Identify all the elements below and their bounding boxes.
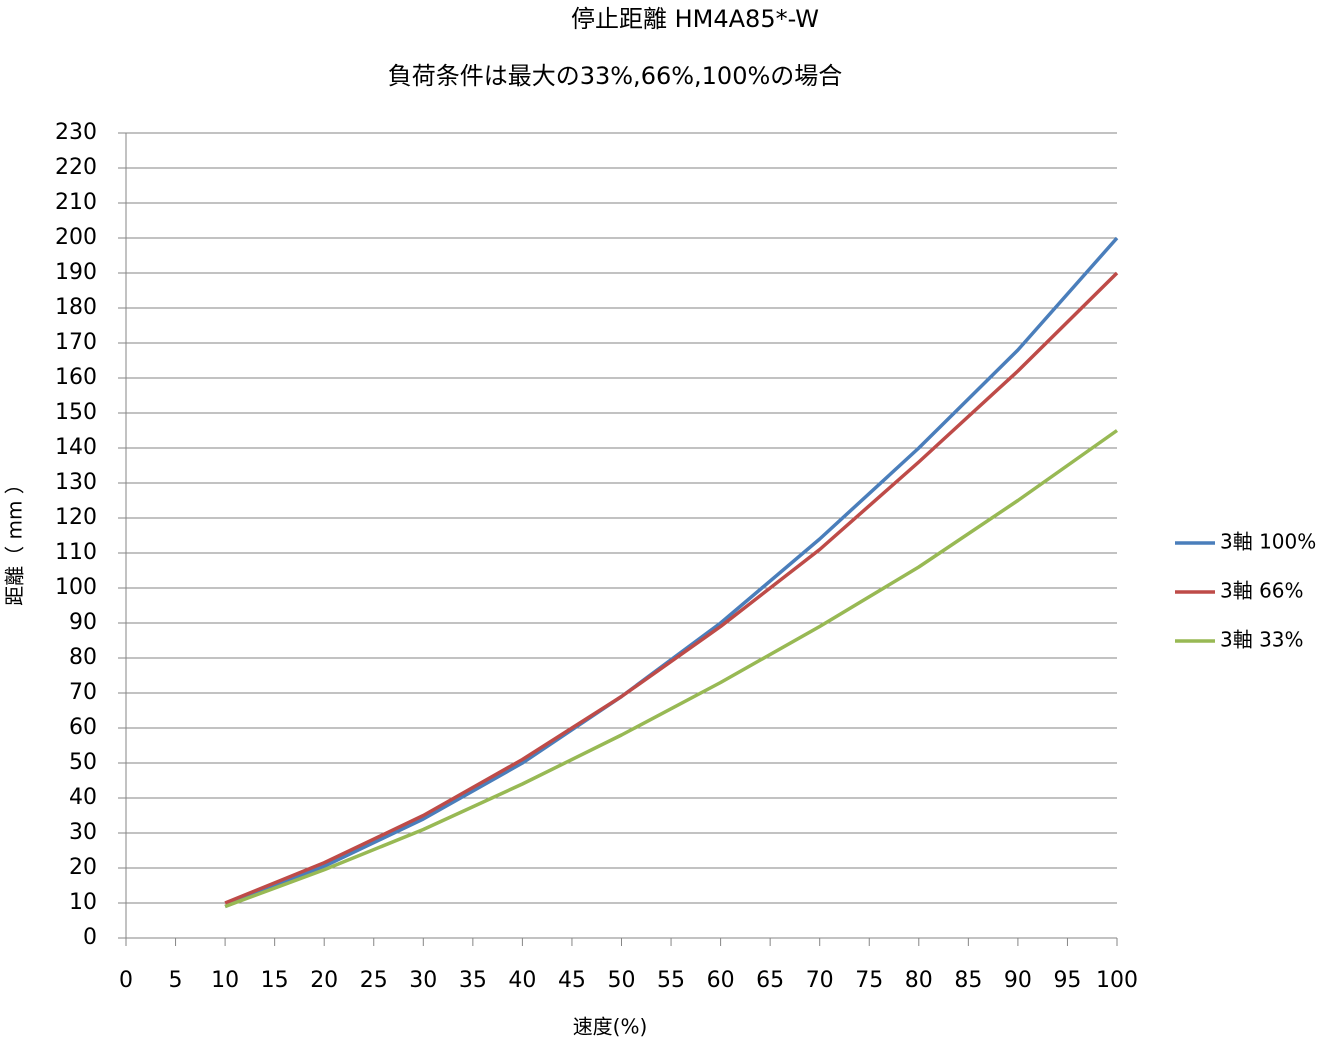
x-tick-label: 40 (508, 968, 536, 993)
x-tick-label: 70 (806, 968, 834, 993)
x-tick-label: 15 (261, 968, 289, 993)
y-tick-label: 220 (55, 155, 97, 180)
y-tick-label: 150 (55, 400, 97, 425)
y-tick-label: 90 (69, 610, 97, 635)
x-tick-label: 75 (855, 968, 883, 993)
x-tick-label: 90 (1004, 968, 1032, 993)
x-tick-label: 55 (657, 968, 685, 993)
x-tick-label: 100 (1096, 968, 1138, 993)
x-tick-label: 45 (558, 968, 586, 993)
x-tick-label: 10 (211, 968, 239, 993)
x-tick-label: 65 (756, 968, 784, 993)
y-tick-label: 30 (69, 820, 97, 845)
y-tick-label: 180 (55, 295, 97, 320)
x-tick-label: 85 (954, 968, 982, 993)
legend-label: 3軸 100% (1220, 530, 1316, 554)
y-tick-label: 140 (55, 435, 97, 460)
y-tick-label: 120 (55, 505, 97, 530)
y-tick-label: 200 (55, 225, 97, 250)
y-tick-label: 10 (69, 890, 97, 915)
y-tick-label: 110 (55, 540, 97, 565)
y-tick-label: 20 (69, 855, 97, 880)
legend-label: 3軸 33% (1220, 628, 1304, 652)
y-tick-label: 160 (55, 365, 97, 390)
x-axis-label: 速度(%) (573, 1015, 648, 1039)
y-tick-label: 100 (55, 575, 97, 600)
y-tick-label: 170 (55, 330, 97, 355)
y-tick-label: 40 (69, 785, 97, 810)
x-tick-label: 25 (360, 968, 388, 993)
legend-label: 3軸 66% (1220, 579, 1304, 603)
x-tick-label: 20 (310, 968, 338, 993)
y-tick-label: 60 (69, 715, 97, 740)
y-tick-label: 230 (55, 120, 97, 145)
x-tick-label: 95 (1053, 968, 1081, 993)
y-axis-label: 距離（ mm ） (3, 474, 27, 606)
series-line (224, 429, 1119, 909)
x-tick-label: 0 (119, 968, 133, 993)
series-line (224, 271, 1119, 905)
x-tick-label: 35 (459, 968, 487, 993)
y-tick-label: 210 (55, 190, 97, 215)
y-tick-label: 70 (69, 680, 97, 705)
chart-subtitle: 負荷条件は最大の33%,66%,100%の場合 (388, 62, 843, 90)
x-tick-label: 5 (169, 968, 183, 993)
x-tick-label: 60 (707, 968, 735, 993)
x-tick-label: 80 (905, 968, 933, 993)
y-tick-label: 50 (69, 750, 97, 775)
y-tick-label: 130 (55, 470, 97, 495)
x-tick-label: 30 (409, 968, 437, 993)
y-tick-label: 190 (55, 260, 97, 285)
y-tick-label: 0 (83, 925, 97, 950)
y-tick-label: 80 (69, 645, 97, 670)
x-tick-label: 50 (608, 968, 636, 993)
chart-title: 停止距離 HM4A85*-W (571, 5, 819, 33)
